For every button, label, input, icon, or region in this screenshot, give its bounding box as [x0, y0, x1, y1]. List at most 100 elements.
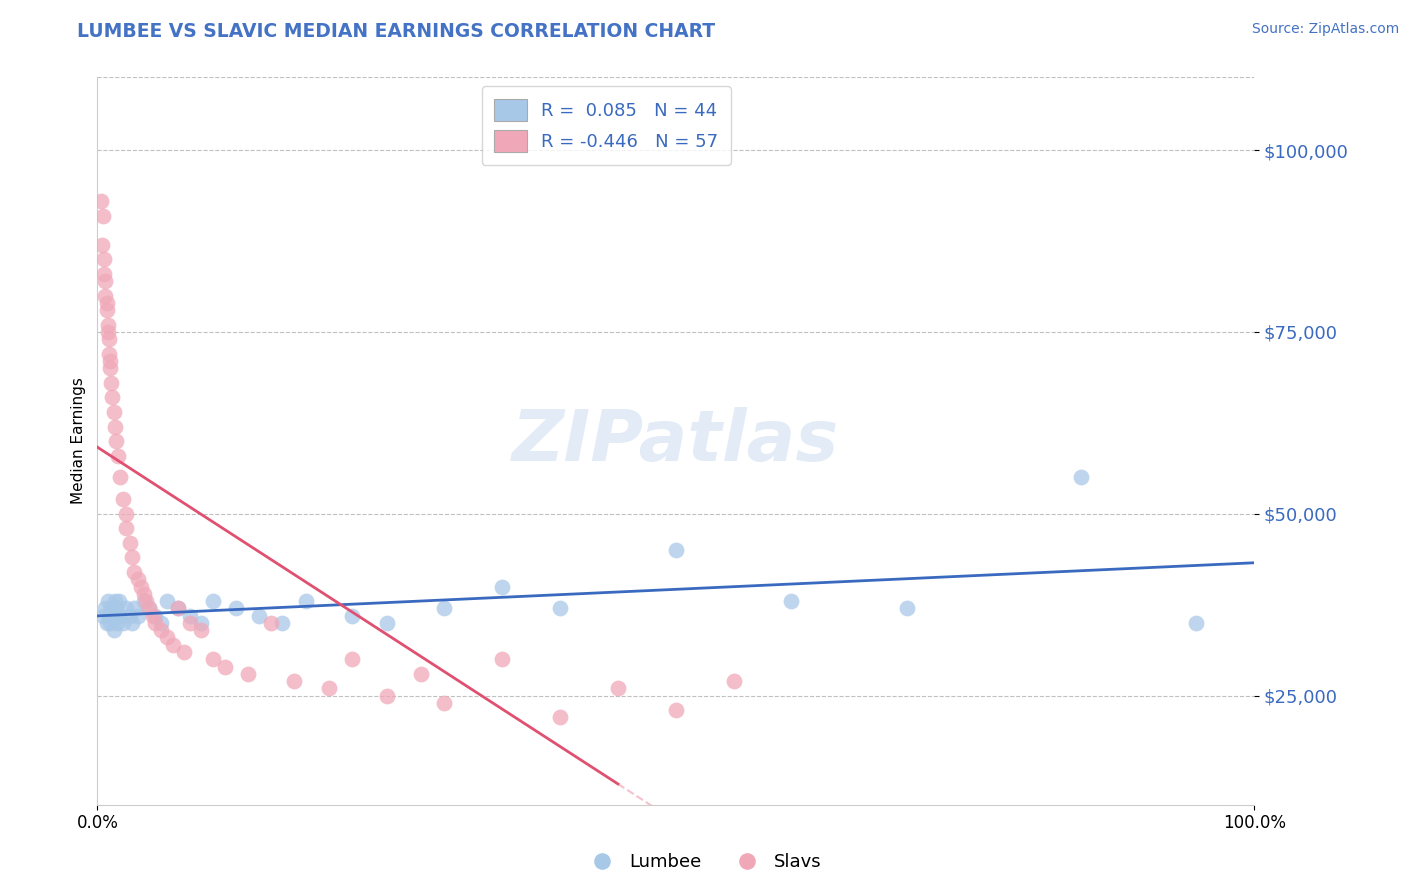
Point [283, 674, 305, 689]
Point [491, 652, 513, 666]
Point [411, 666, 433, 681]
Point [179, 608, 201, 623]
Point [271, 615, 294, 630]
Point [91, 608, 114, 623]
Point [167, 601, 190, 615]
Point [665, 543, 688, 558]
Point [138, 601, 160, 615]
Point [190, 615, 212, 630]
Point [103, 405, 125, 419]
Point [340, 608, 363, 623]
Point [94, 601, 117, 615]
Legend: Lumbee, Slavs: Lumbee, Slavs [576, 847, 830, 879]
Text: LUMBEE VS SLAVIC MEDIAN EARNINGS CORRELATION CHART: LUMBEE VS SLAVIC MEDIAN EARNINGS CORRELA… [77, 22, 716, 41]
Point [96, 615, 118, 630]
Point [143, 608, 166, 623]
Point [156, 631, 179, 645]
Point [108, 594, 131, 608]
Point [548, 710, 571, 724]
Point [115, 601, 138, 615]
Point [121, 615, 143, 630]
Point [143, 615, 166, 630]
Point [433, 601, 456, 615]
Point [97, 332, 120, 346]
Point [98, 615, 121, 630]
Point [225, 601, 247, 615]
Point [214, 659, 236, 673]
Point [96, 296, 118, 310]
Point [98, 361, 121, 376]
Point [101, 391, 124, 405]
Point [135, 594, 157, 608]
Point [100, 376, 122, 390]
Point [115, 507, 138, 521]
Point [132, 587, 155, 601]
Y-axis label: Median Earnings: Median Earnings [72, 377, 86, 505]
Point [115, 521, 138, 535]
Point [149, 615, 172, 630]
Point [100, 601, 122, 615]
Point [202, 594, 225, 608]
Point [260, 615, 283, 630]
Point [167, 601, 190, 615]
Point [103, 623, 125, 637]
Point [107, 608, 129, 623]
Point [131, 580, 153, 594]
Point [90, 194, 112, 208]
Point [340, 652, 363, 666]
Point [433, 696, 456, 710]
Point [111, 492, 134, 507]
Point [142, 608, 165, 623]
Text: ZIPatlas: ZIPatlas [512, 407, 839, 475]
Point [105, 615, 128, 630]
Point [127, 572, 149, 586]
Point [104, 594, 127, 608]
Point [156, 594, 179, 608]
Point [132, 594, 155, 608]
Point [94, 288, 117, 302]
Point [318, 681, 340, 696]
Point [896, 601, 918, 615]
Point [94, 274, 117, 288]
Point [104, 601, 127, 615]
Point [93, 252, 115, 267]
Point [202, 652, 225, 666]
Point [118, 608, 141, 623]
Point [162, 638, 184, 652]
Point [127, 608, 149, 623]
Point [723, 674, 745, 689]
Point [96, 303, 118, 318]
Point [138, 601, 160, 615]
Point [121, 550, 143, 565]
Point [104, 419, 127, 434]
Point [375, 615, 398, 630]
Point [247, 608, 270, 623]
Point [101, 608, 124, 623]
Point [98, 354, 121, 368]
Point [375, 689, 398, 703]
Point [607, 681, 630, 696]
Point [780, 594, 803, 608]
Point [110, 608, 132, 623]
Point [548, 601, 571, 615]
Point [491, 580, 513, 594]
Text: Source: ZipAtlas.com: Source: ZipAtlas.com [1251, 22, 1399, 37]
Point [111, 615, 134, 630]
Point [190, 623, 212, 637]
Point [124, 601, 146, 615]
Point [97, 318, 120, 332]
Point [97, 347, 120, 361]
Point [97, 608, 120, 623]
Point [110, 470, 132, 484]
Point [173, 645, 195, 659]
Point [91, 237, 114, 252]
Point [665, 703, 688, 717]
Point [294, 594, 316, 608]
Point [1185, 615, 1208, 630]
Point [97, 325, 120, 339]
Point [149, 623, 172, 637]
Point [1070, 470, 1092, 484]
Point [104, 434, 127, 448]
Point [91, 209, 114, 223]
Point [124, 565, 146, 579]
